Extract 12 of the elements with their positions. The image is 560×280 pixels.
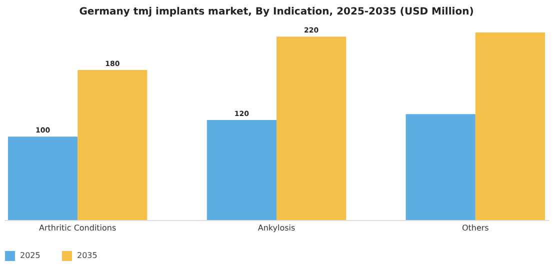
bar	[78, 70, 148, 220]
bar	[8, 136, 78, 220]
legend-label: 2035	[77, 251, 98, 260]
legend-label: 2025	[20, 251, 40, 260]
x-tick-label: Arthritic Conditions	[39, 224, 116, 232]
bar	[475, 32, 546, 220]
bar	[276, 36, 346, 220]
bar	[206, 120, 276, 220]
bar	[406, 114, 476, 220]
x-tick-label: Ankylosis	[258, 224, 296, 232]
x-tick-label: Others	[462, 224, 489, 232]
chart-title: Germany tmj implants market, By Indication, 2025-2035 (USD Million)	[79, 6, 474, 18]
